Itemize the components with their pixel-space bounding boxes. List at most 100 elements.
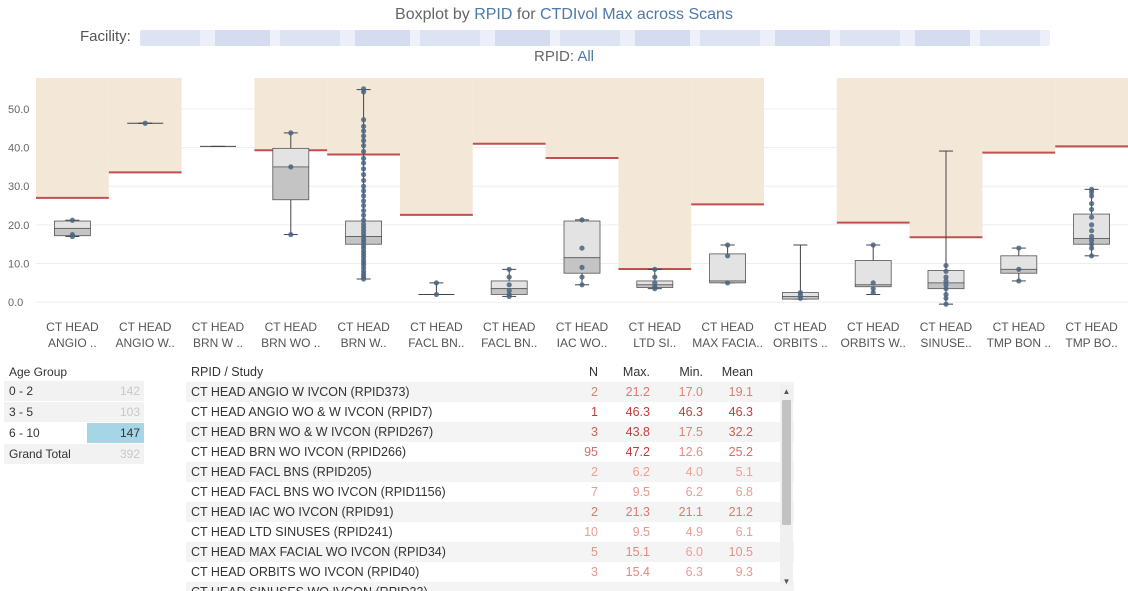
- col-header-mean: Mean: [721, 365, 753, 379]
- table-row[interactable]: CT HEAD ORBITS WO IVCON (RPID40) 3 15.4 6.3…: [186, 562, 794, 582]
- cell-n: 10: [584, 525, 598, 539]
- data-point: [652, 280, 658, 286]
- data-point: [870, 242, 876, 248]
- age-group-table: Age Group 0 - 2 142 3 - 5 103 6 - 10 147 Gr…: [4, 363, 144, 465]
- data-point: [870, 289, 876, 296]
- rpid-value-link[interactable]: All: [577, 48, 595, 65]
- x-tick-label: CT HEAD: [265, 320, 318, 334]
- data-point: [725, 280, 731, 286]
- table-row[interactable]: CT HEAD ANGIO W IVCON (RPID373) 2 21.2 17.0…: [186, 382, 794, 402]
- cell-min: 17.0: [678, 385, 703, 399]
- cell-mean: 32.2: [728, 425, 753, 439]
- boxplot-chart: 0.0 10.0 20.0 30.0 40.0 50.0 CT HEAD ANGIO .. CT…: [8, 78, 1128, 350]
- study-name: CT HEAD FACL BNS WO IVCON (RPID1156): [191, 485, 446, 499]
- data-point: [1089, 253, 1095, 259]
- rpid-label: RPID:: [533, 48, 578, 65]
- data-point: [943, 278, 949, 284]
- table-row[interactable]: CT HEAD MAX FACIAL WO IVCON (RPID34) 5 15.…: [186, 542, 794, 562]
- reference-band: [836, 78, 910, 223]
- table-row[interactable]: CT HEAD FACL BNS WO IVCON (RPID1156) 7 9.5…: [186, 482, 794, 502]
- scroll-down-icon[interactable]: ▼: [782, 577, 791, 586]
- age-group-count: 392: [87, 444, 144, 464]
- study-name: CT HEAD SINUSES WO IVCON (RPID33): [186, 582, 556, 591]
- x-tick-label: ANGIO W..: [116, 336, 175, 350]
- col-header-n: N: [588, 365, 598, 379]
- age-group-label: 3 - 5: [4, 402, 87, 422]
- table-row[interactable]: CT HEAD ANGIO WO & W IVCON (RPID7) 1 46.3 4…: [186, 402, 794, 422]
- scroll-thumb[interactable]: [782, 400, 791, 525]
- data-point: [361, 212, 367, 218]
- age-group-label: 0 - 2: [4, 381, 87, 401]
- y-tick-label: 10.0: [8, 259, 29, 271]
- table-row[interactable]: CT HEAD LTD SINUSES (RPID241) 10 9.5 4.9 6.1: [186, 522, 794, 542]
- data-point: [943, 282, 949, 288]
- col-header-max: Max.: [622, 365, 650, 379]
- title-metric-link[interactable]: CTDIvol Max across Scans: [540, 6, 733, 23]
- data-point: [1089, 222, 1095, 228]
- box-upper: [272, 147, 310, 168]
- cell-n: 2: [591, 385, 598, 399]
- data-point: [361, 123, 367, 129]
- age-group-row[interactable]: 3 - 5 103: [4, 402, 144, 423]
- y-tick-label: 20.0: [8, 220, 29, 232]
- table-row[interactable]: CT HEAD BRN WO & W IVCON (RPID267) 3 43.8 1…: [186, 422, 794, 442]
- table-scrollbar[interactable]: ▲ ▼: [780, 385, 793, 586]
- x-tick-label: CT HEAD: [847, 320, 900, 334]
- data-point: [142, 120, 148, 126]
- cell-n: 2: [591, 465, 598, 479]
- data-point: [652, 274, 658, 280]
- cell-mean: 10.5: [728, 545, 753, 559]
- data-point: [1016, 278, 1022, 284]
- box-lower: [272, 166, 310, 201]
- table-row[interactable]: CT HEAD SINUSES WO IVCON (RPID33): [186, 582, 794, 591]
- data-point: [943, 291, 949, 298]
- study-name: CT HEAD FACL BNS (RPID205): [191, 465, 372, 479]
- age-group-row-selected[interactable]: 6 - 10 147: [4, 423, 144, 444]
- data-point: [1089, 214, 1095, 220]
- x-tick-label: TMP BON ..: [987, 336, 1051, 350]
- reference-band: [691, 78, 764, 205]
- cell-max: 46.3: [625, 405, 650, 419]
- cell-min: 17.5: [678, 425, 703, 439]
- data-point: [943, 295, 949, 301]
- cell-max: 47.2: [625, 445, 650, 459]
- data-point: [69, 217, 75, 223]
- data-point: [361, 177, 367, 184]
- box-upper: [563, 220, 601, 259]
- data-point: [725, 253, 731, 259]
- x-tick-label: CT HEAD: [629, 320, 682, 334]
- study-table-body: CT HEAD ANGIO W IVCON (RPID373) 2 21.2 17.0…: [186, 382, 794, 591]
- data-point: [1089, 233, 1095, 240]
- age-group-row[interactable]: 0 - 2 142: [4, 381, 144, 402]
- cell-mean: [703, 582, 753, 591]
- table-row[interactable]: CT HEAD BRN WO IVCON (RPID266) 95 47.2 12.6…: [186, 442, 794, 462]
- data-point: [1089, 241, 1095, 247]
- data-point: [288, 231, 294, 238]
- data-point: [361, 138, 367, 144]
- cell-max: 6.2: [632, 465, 650, 479]
- data-point: [797, 295, 804, 301]
- cell-mean: 6.1: [735, 525, 753, 539]
- cell-mean: 19.1: [728, 385, 753, 399]
- title-rpid-link[interactable]: RPID: [474, 6, 513, 23]
- scroll-up-icon[interactable]: ▲: [782, 387, 791, 396]
- table-row[interactable]: CT HEAD FACL BNS (RPID205) 2 6.2 4.0 5.1: [186, 462, 794, 482]
- age-group-label: Grand Total: [4, 444, 87, 464]
- data-point: [361, 89, 367, 95]
- table-row[interactable]: CT HEAD IAC WO IVCON (RPID91) 2 21.3 21.1 21…: [186, 502, 794, 522]
- x-tick-label: CT HEAD: [410, 320, 463, 334]
- x-tick-label: ANGIO ..: [48, 336, 97, 350]
- x-tick-label: CT HEAD: [46, 320, 99, 334]
- cell-max: 9.5: [632, 485, 650, 499]
- data-point: [652, 266, 658, 272]
- study-table: RPID / Study N Max. Min. Mean CT HEAD AN…: [186, 363, 794, 591]
- facility-label: Facility:: [80, 28, 131, 45]
- data-point: [1089, 201, 1095, 207]
- data-point: [361, 202, 367, 209]
- x-tick-label: CT HEAD: [701, 320, 754, 334]
- study-name: CT HEAD ANGIO W IVCON (RPID373): [191, 385, 410, 399]
- x-tick-label: SINUSE..: [920, 336, 971, 350]
- data-point: [943, 262, 949, 269]
- x-tick-label: CT HEAD: [920, 320, 973, 334]
- data-point: [361, 193, 367, 199]
